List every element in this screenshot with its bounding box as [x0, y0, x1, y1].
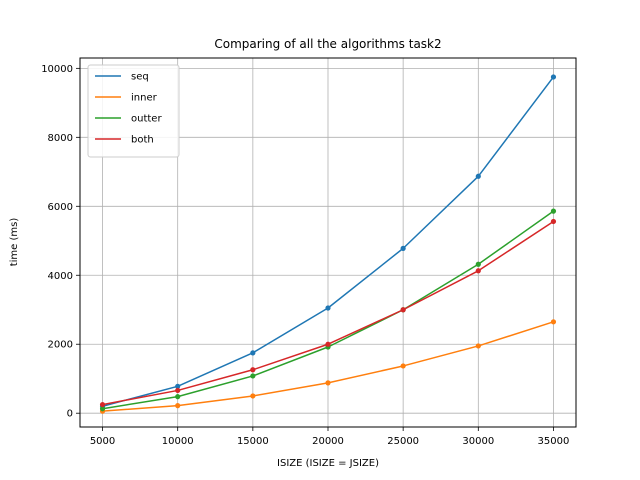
x-axis: 5000 10000 15000 20000 25000 30000 35000	[90, 427, 570, 447]
data-point-inner	[550, 319, 557, 325]
x-tick-label: 30000	[462, 436, 494, 447]
legend: seq inner outter both	[87, 64, 180, 158]
data-point-both	[475, 268, 481, 274]
data-point-outter	[475, 261, 481, 267]
data-point-both	[400, 307, 406, 313]
x-tick-label: 35000	[538, 436, 570, 447]
data-point-seq	[400, 245, 406, 251]
data-point-both	[250, 367, 256, 373]
x-tick-label: 10000	[162, 436, 194, 447]
x-axis-label: ISIZE (ISIZE = JSIZE)	[277, 458, 379, 469]
data-point-seq	[250, 350, 256, 356]
data-point-inner	[325, 380, 331, 386]
series-both	[99, 218, 557, 408]
data-point-both	[99, 401, 106, 408]
series-layer	[99, 74, 557, 414]
legend-box	[87, 64, 180, 158]
x-tick-label: 25000	[387, 436, 419, 447]
data-point-inner	[175, 403, 181, 409]
chart-title: Comparing of all the algorithms task2	[214, 37, 441, 51]
y-tick-label: 10000	[41, 64, 73, 75]
data-point-outter	[250, 373, 256, 379]
x-tick-label: 5000	[90, 436, 115, 447]
y-axis: 0 2000 4000 6000 8000 10000	[41, 64, 80, 420]
data-point-outter	[175, 394, 181, 400]
y-tick-label: 4000	[48, 271, 73, 282]
y-tick-label: 8000	[48, 133, 73, 144]
data-point-inner	[400, 363, 406, 369]
legend-label-inner: inner	[131, 93, 158, 104]
data-point-outter	[550, 208, 557, 214]
data-point-both	[325, 341, 331, 347]
y-tick-label: 0	[67, 409, 73, 420]
x-tick-label: 20000	[312, 436, 344, 447]
y-tick-label: 6000	[48, 202, 73, 213]
data-point-inner	[475, 343, 481, 349]
legend-label-seq: seq	[131, 72, 149, 83]
data-point-seq	[325, 305, 331, 311]
data-point-both	[175, 387, 181, 394]
data-point-seq	[475, 173, 481, 179]
data-point-seq	[550, 74, 557, 80]
y-tick-label: 2000	[48, 340, 73, 351]
legend-label-outter: outter	[131, 114, 162, 125]
data-point-outter	[99, 406, 106, 412]
x-tick-label: 15000	[237, 436, 269, 447]
legend-label-both: both	[131, 135, 154, 146]
data-point-seq	[175, 383, 181, 389]
data-point-both	[550, 218, 557, 225]
y-axis-label: time (ms)	[9, 218, 20, 267]
data-point-inner	[250, 393, 256, 399]
